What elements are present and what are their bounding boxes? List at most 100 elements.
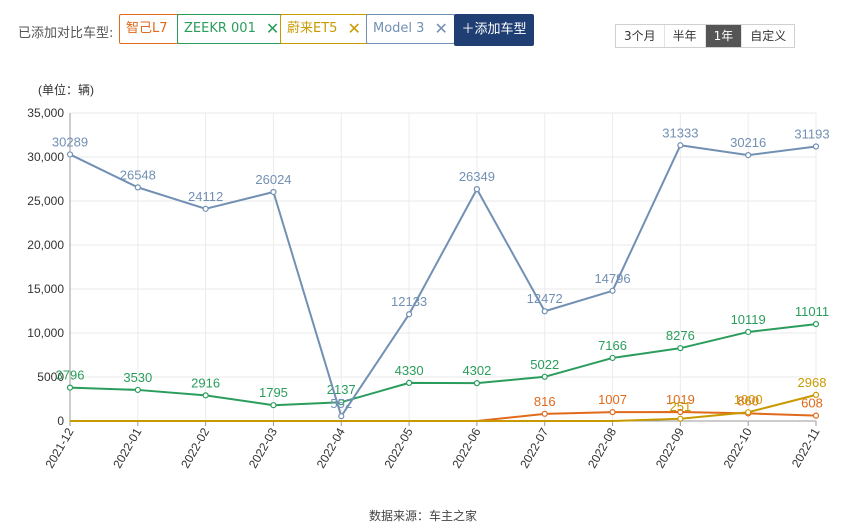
add-model-label: 添加车型	[474, 22, 527, 37]
tag-label: ZEEKR 001	[184, 21, 256, 36]
data-label: 3530	[123, 370, 152, 385]
series-line-1	[69, 323, 817, 407]
data-point	[609, 409, 616, 416]
tag-model-3[interactable]: Model 3 ✕	[366, 14, 455, 44]
time-range-selector[interactable]: 3个月 半年 1年 自定义	[615, 24, 796, 48]
data-point	[338, 399, 345, 406]
data-point	[812, 412, 820, 419]
x-tick-label: 2022-04	[314, 425, 348, 470]
data-label: 7166	[598, 338, 627, 353]
data-point	[134, 386, 141, 394]
y-tick-label: 15,000	[27, 282, 64, 296]
x-tick-label: 2022-06	[449, 425, 483, 470]
y-tick-label: 0	[57, 414, 64, 428]
data-label: 8276	[666, 328, 695, 343]
data-label: 816	[534, 394, 556, 409]
data-point	[66, 384, 74, 391]
data-point	[745, 409, 752, 416]
add-model-button[interactable]: ＋添加车型	[454, 14, 534, 46]
tag-nio-et5[interactable]: 蔚来ET5 ✕	[280, 14, 368, 44]
range-option-1-year[interactable]: 1年	[705, 25, 743, 47]
data-point	[541, 373, 548, 380]
y-tick-label: 10,000	[27, 326, 64, 340]
tag-label: 智己L7	[126, 21, 168, 36]
data-label: 31333	[662, 125, 698, 140]
tag-zeekr-001[interactable]: ZEEKR 001 ✕	[177, 14, 287, 44]
data-point	[812, 321, 820, 328]
data-point	[812, 391, 820, 398]
series-line-2	[70, 393, 817, 422]
data-point	[134, 184, 141, 191]
data-label: 1795	[259, 385, 288, 400]
data-point	[677, 142, 684, 149]
data-label: 2916	[191, 375, 220, 390]
data-source-label: 数据来源：车主之家	[368, 509, 477, 523]
data-label: 30289	[52, 134, 88, 149]
data-point	[812, 143, 820, 150]
data-point	[473, 186, 481, 193]
data-label: 1007	[598, 392, 627, 407]
data-label: 608	[801, 396, 823, 411]
data-point	[202, 392, 209, 399]
x-tick-label: 2021-12	[42, 425, 76, 470]
data-point	[541, 410, 548, 417]
x-tick-label: 2022-08	[585, 425, 619, 470]
data-label: 4330	[395, 363, 424, 378]
data-point	[202, 205, 209, 212]
data-point	[405, 311, 413, 318]
data-label: 26548	[120, 167, 156, 182]
x-tick-label: 2022-02	[178, 425, 212, 470]
data-label: 24112	[188, 189, 223, 204]
x-tick-label: 2022-10	[721, 425, 755, 470]
series-line-3	[69, 144, 817, 418]
data-point	[677, 345, 684, 352]
x-tick-label: 2022-11	[789, 425, 823, 470]
plus-icon: ＋	[461, 22, 475, 37]
data-label: 4302	[462, 363, 491, 378]
data-label: 26024	[255, 172, 291, 187]
close-icon[interactable]: ✕	[434, 19, 448, 38]
data-label: 12133	[391, 294, 427, 309]
y-tick-label: 20,000	[27, 238, 64, 252]
data-point	[338, 413, 345, 420]
data-point	[541, 308, 548, 315]
range-option-half-year[interactable]: 半年	[665, 25, 706, 47]
data-point	[66, 151, 74, 158]
tag-label: Model 3	[373, 21, 425, 36]
x-tick-label: 2022-09	[653, 425, 687, 470]
y-axis-label: (单位：辆)	[38, 82, 94, 97]
data-label: 26349	[459, 169, 495, 184]
data-label: 552	[330, 396, 352, 411]
data-label: 5022	[530, 357, 559, 372]
tag-label: 蔚来ET5	[287, 21, 338, 36]
data-label: 251	[670, 399, 692, 414]
y-tick-label: 25,000	[27, 194, 64, 208]
data-point	[609, 287, 616, 294]
range-option-3-months[interactable]: 3个月	[616, 25, 665, 47]
data-point	[405, 379, 413, 386]
data-label: 860	[737, 393, 759, 408]
data-point	[745, 151, 752, 159]
toolbar: 已添加对比车型: 智己L7 ✕ ZEEKR 001 ✕ 蔚来ET5 ✕ Model 3…	[0, 0, 846, 58]
data-point	[677, 408, 684, 416]
data-point	[609, 354, 616, 362]
data-point	[473, 380, 481, 387]
data-label: 10119	[731, 312, 766, 327]
data-point	[745, 328, 752, 336]
close-icon[interactable]: ✕	[347, 19, 361, 38]
y-tick-label: 35,000	[27, 106, 64, 120]
data-label: 14796	[594, 271, 630, 286]
x-tick-label: 2022-01	[110, 425, 144, 470]
x-tick-label: 2022-05	[382, 425, 416, 470]
data-label: 12472	[527, 291, 563, 306]
data-label: 3796	[56, 368, 85, 383]
data-label: 31193	[794, 127, 829, 142]
y-tick-label: 30,000	[27, 150, 64, 164]
data-label: 11011	[795, 304, 829, 319]
close-icon[interactable]: ✕	[265, 19, 280, 38]
x-tick-label: 2022-03	[246, 425, 280, 470]
range-option-custom[interactable]: 自定义	[750, 29, 787, 43]
data-point	[677, 415, 684, 422]
data-point	[270, 188, 277, 196]
